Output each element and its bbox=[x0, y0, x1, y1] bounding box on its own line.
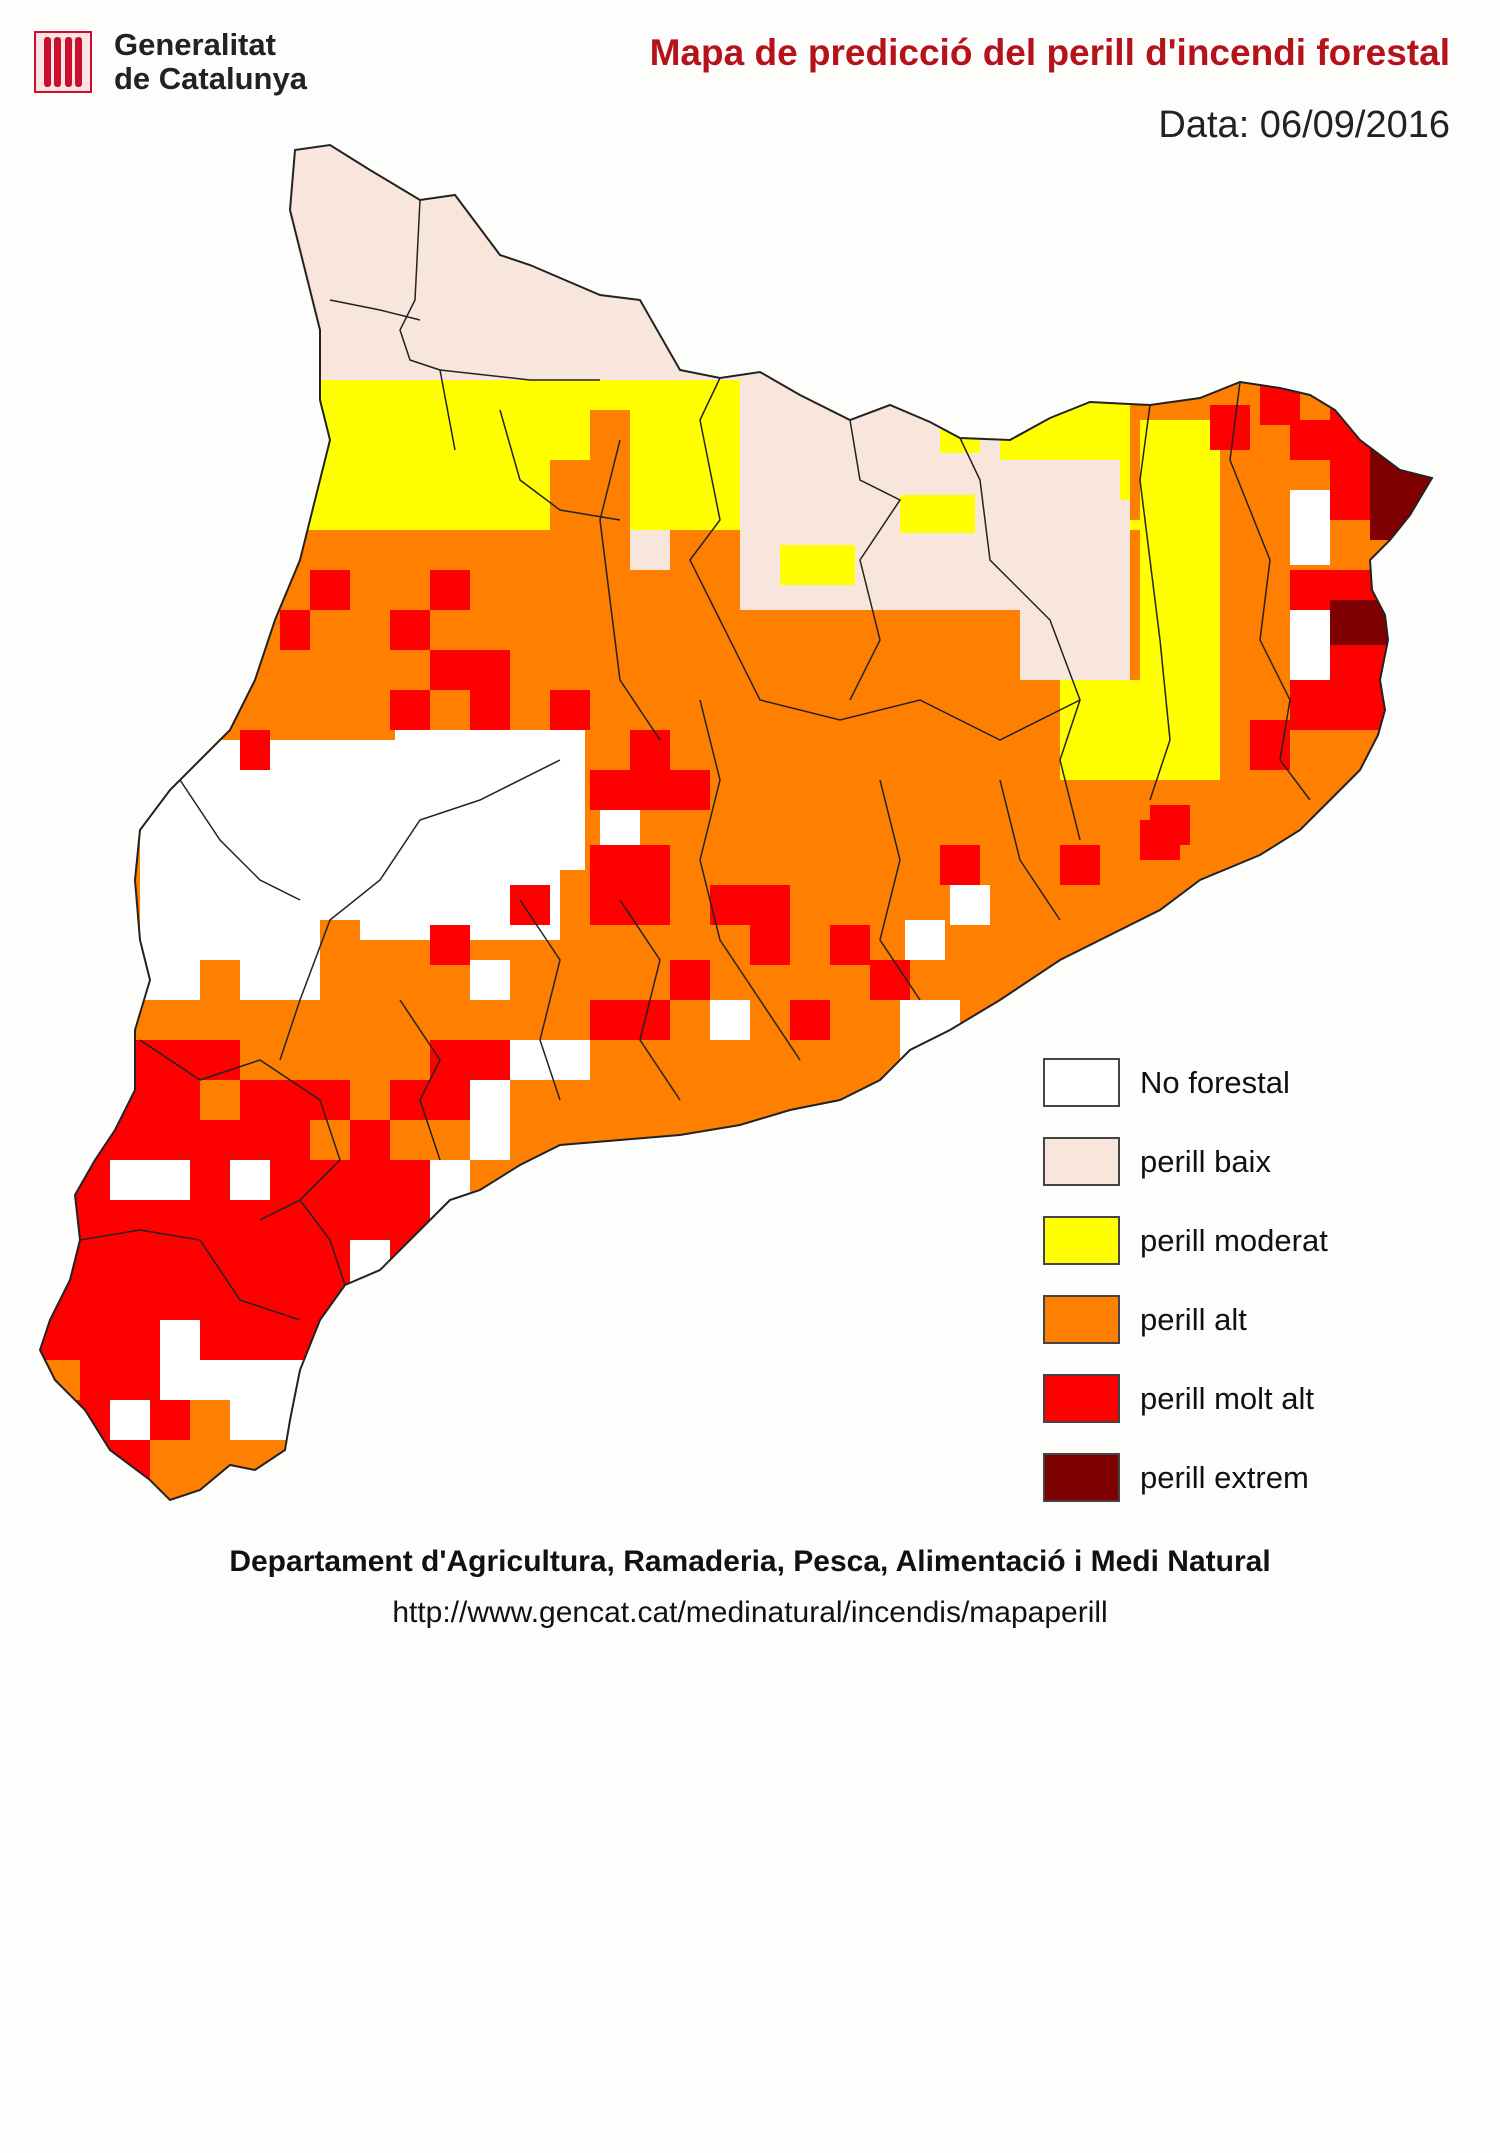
map-date: Data: 06/09/2016 bbox=[1158, 104, 1450, 146]
legend-label: No forestal bbox=[1140, 1064, 1290, 1100]
legend-label: perill baix bbox=[1140, 1143, 1271, 1179]
legend-swatch bbox=[1043, 1058, 1120, 1107]
legend-swatch bbox=[1043, 1374, 1120, 1423]
legend-swatch bbox=[1043, 1137, 1120, 1186]
legend-label: perill alt bbox=[1140, 1301, 1247, 1337]
comarca-boundaries bbox=[79, 199, 1311, 1321]
legend-label: perill molt alt bbox=[1140, 1380, 1314, 1416]
senyera-icon bbox=[34, 31, 92, 93]
logo-line1: Generalitat bbox=[114, 27, 276, 62]
legend-swatch bbox=[1043, 1216, 1120, 1265]
legend-label: perill extrem bbox=[1140, 1459, 1309, 1495]
generalitat-logo: Generalitat de Catalunya bbox=[34, 28, 307, 96]
legend-item-perill-alt: perill alt bbox=[1043, 1280, 1328, 1359]
fire-risk-map bbox=[38, 143, 1434, 1502]
legend-item-perill-baix: perill baix bbox=[1043, 1122, 1328, 1201]
logo-line2: de Catalunya bbox=[114, 61, 307, 96]
department-credit: Departament d'Agricultura, Ramaderia, Pe… bbox=[229, 1545, 1271, 1578]
legend-item-no-forestal: No forestal bbox=[1043, 1043, 1328, 1122]
legend-item-perill-extrem: perill extrem bbox=[1043, 1438, 1328, 1517]
logo-text: Generalitat de Catalunya bbox=[114, 28, 307, 96]
map-title: Mapa de predicció del perill d'incendi f… bbox=[649, 32, 1450, 73]
legend-label: perill moderat bbox=[1140, 1222, 1328, 1258]
source-url[interactable]: http://www.gencat.cat/medinatural/incend… bbox=[392, 1596, 1108, 1629]
map-legend: No forestal perill baix perill moderat p… bbox=[1043, 1043, 1328, 1517]
legend-swatch bbox=[1043, 1453, 1120, 1502]
legend-item-perill-molt-alt: perill molt alt bbox=[1043, 1359, 1328, 1438]
legend-swatch bbox=[1043, 1295, 1120, 1344]
legend-item-perill-moderat: perill moderat bbox=[1043, 1201, 1328, 1280]
